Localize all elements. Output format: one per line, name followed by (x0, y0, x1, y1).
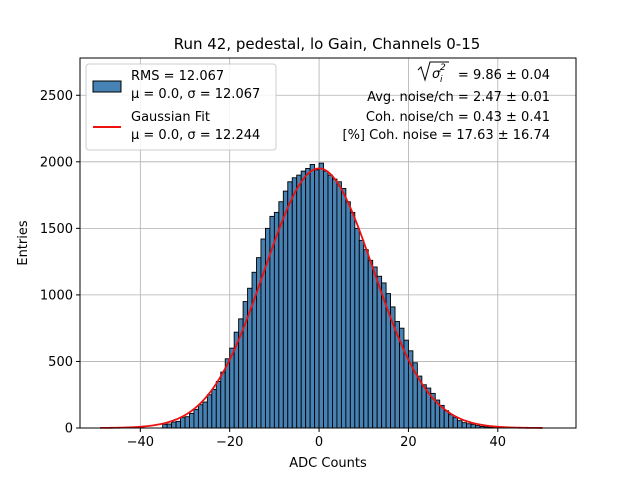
histogram-bar (452, 417, 459, 429)
y-tick-label: 500 (48, 355, 73, 370)
legend-histogram-stats: μ = 0.0, σ = 12.067 (131, 87, 260, 102)
y-axis-label: Entries (16, 220, 31, 266)
histogram-bar (197, 404, 204, 429)
sqrt-sigma-value: = 9.86 ± 0.04 (458, 68, 550, 83)
chart-title: Run 42, pedestal, lo Gain, Channels 0-15 (174, 35, 481, 53)
legend-box (85, 63, 277, 151)
x-tick-label: −40 (127, 435, 154, 450)
histogram-bar (332, 178, 338, 429)
histogram-bar (372, 266, 378, 429)
legend-histogram-label: RMS = 12.067 (131, 69, 224, 84)
histogram-bar (193, 408, 199, 429)
y-axis: 0 500 1000 1500 2000 2500 (40, 89, 80, 437)
y-tick-label: 2500 (40, 89, 73, 104)
histogram-bar (461, 422, 467, 429)
histogram-bar (180, 417, 186, 429)
sigma-symbol: σ (432, 67, 441, 82)
histogram-bar (166, 423, 173, 429)
gaussian-fit-curve (100, 167, 543, 429)
histogram-bar (175, 420, 181, 429)
histogram-bar (349, 211, 356, 429)
x-tick-label: 20 (400, 435, 417, 450)
x-axis: −40 −20 0 20 40 (127, 428, 506, 450)
histogram-bar (220, 371, 226, 429)
histogram-bar (340, 187, 347, 429)
histogram-bar (224, 358, 231, 429)
histogram-bar (327, 174, 333, 429)
y-tick-label: 2000 (40, 155, 73, 170)
y-tick-label: 1000 (40, 288, 73, 303)
x-tick-label: 40 (490, 435, 507, 450)
plot-frame (79, 57, 577, 429)
histogram-bar (309, 164, 316, 429)
coh-noise-text: Coh. noise/ch = 0.43 ± 0.41 (366, 110, 550, 125)
histogram-bar (363, 249, 369, 429)
histogram-bar (336, 181, 342, 429)
histogram-bar (305, 168, 311, 429)
histogram-bar (296, 174, 302, 429)
histogram-bar (421, 384, 427, 429)
histogram-bar (345, 201, 351, 429)
histogram-bar (457, 420, 463, 429)
avg-noise-text: Avg. noise/ch = 2.47 ± 0.01 (367, 90, 550, 105)
histogram-bar (314, 169, 320, 429)
histogram-bar (318, 162, 324, 429)
histogram-bar (189, 412, 195, 429)
histogram-bar (376, 275, 383, 429)
histogram-bar (291, 177, 298, 429)
legend-histogram-swatch (92, 80, 122, 93)
sigma-subscript: i (440, 75, 443, 85)
histogram-bar (466, 423, 472, 429)
histogram-bar (300, 170, 307, 429)
histogram-bar (358, 239, 365, 429)
histogram-bar (282, 190, 289, 429)
gaussian-fit-layer (100, 167, 543, 429)
histogram-bar (215, 380, 222, 429)
x-tick-label: −20 (216, 435, 243, 450)
stats-annotation: σ 2 i = 9.86 ± 0.04 Avg. noise/ch = 2.47… (343, 61, 551, 143)
sqrt-sign-icon (417, 61, 449, 82)
histogram-bar (206, 394, 213, 429)
histogram-bar (162, 423, 168, 429)
histogram-bar (367, 259, 374, 429)
histogram-bar (323, 170, 329, 429)
histogram-bar (448, 414, 454, 429)
histogram-bar (171, 421, 177, 429)
legend-fit-stats: μ = 0.0, σ = 12.244 (131, 128, 260, 143)
histogram-bar (278, 201, 284, 429)
legend: RMS = 12.067 μ = 0.0, σ = 12.067 Gaussia… (85, 63, 277, 151)
legend-fit-label: Gaussian Fit (131, 110, 210, 125)
histogram-bar (202, 401, 208, 429)
histogram-bar (354, 227, 360, 429)
sigma-superscript: 2 (440, 63, 446, 73)
histogram-bar (470, 423, 476, 429)
histogram-bar (273, 211, 280, 429)
histogram-bar (287, 181, 293, 429)
x-axis-label: ADC Counts (289, 456, 367, 471)
y-tick-label: 0 (65, 422, 73, 437)
y-tick-label: 1500 (40, 222, 73, 237)
histogram-bar (184, 416, 190, 429)
histogram-bar (443, 410, 450, 429)
x-tick-label: 0 (315, 435, 323, 450)
coh-noise-percent-text: [%] Coh. noise = 17.63 ± 16.74 (343, 128, 551, 143)
histogram-bar (211, 388, 217, 429)
